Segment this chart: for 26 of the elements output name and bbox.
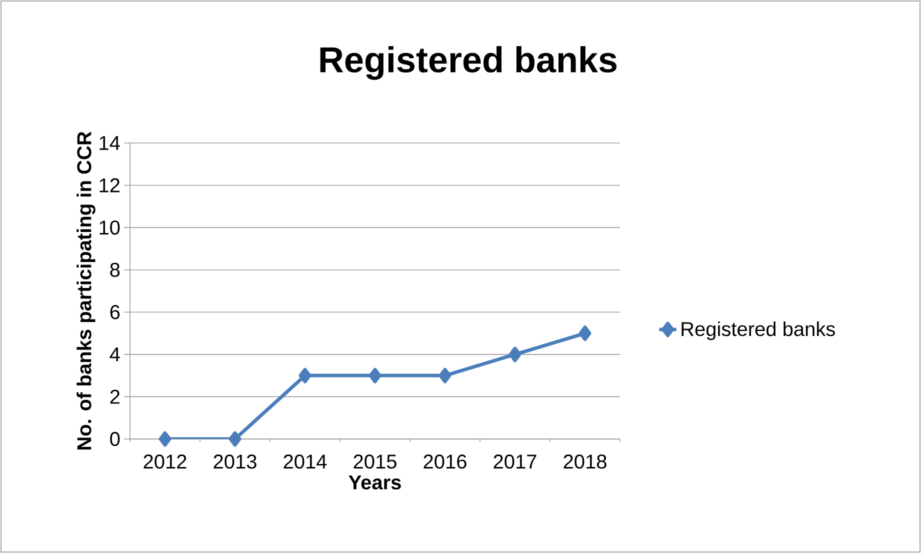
point xyxy=(298,368,312,384)
x-tick-label: 2013 xyxy=(214,454,256,469)
point xyxy=(368,368,382,384)
y-tick-label: 8 xyxy=(110,262,120,277)
y-tick-label: 2 xyxy=(110,390,120,404)
y-tick-label: 12 xyxy=(100,178,120,192)
point xyxy=(158,431,172,447)
y-tick-label: 6 xyxy=(110,305,120,320)
x-tick-label: 2014 xyxy=(284,454,327,469)
point xyxy=(578,326,592,342)
point xyxy=(228,431,242,447)
point xyxy=(508,346,522,362)
y-tick-label: 0 xyxy=(110,432,120,446)
x-axis-title: Years xyxy=(348,476,401,490)
y-tick-label: 4 xyxy=(110,348,120,362)
x-tick-label: 2018 xyxy=(564,454,606,469)
y-tick-label: 10 xyxy=(100,220,120,235)
x-tick-label: 2015 xyxy=(354,454,396,469)
point xyxy=(438,368,452,384)
x-tick-label: 2012 xyxy=(144,454,186,469)
x-tick-label: 2016 xyxy=(424,454,466,469)
chart-title: Registered banks xyxy=(320,46,617,80)
x-tick-label: 2017 xyxy=(494,454,536,469)
legend-label: Registered banks xyxy=(682,321,835,340)
y-tick-label: 14 xyxy=(100,136,120,150)
y-axis-title: No. of banks participating in CCR xyxy=(76,132,96,450)
